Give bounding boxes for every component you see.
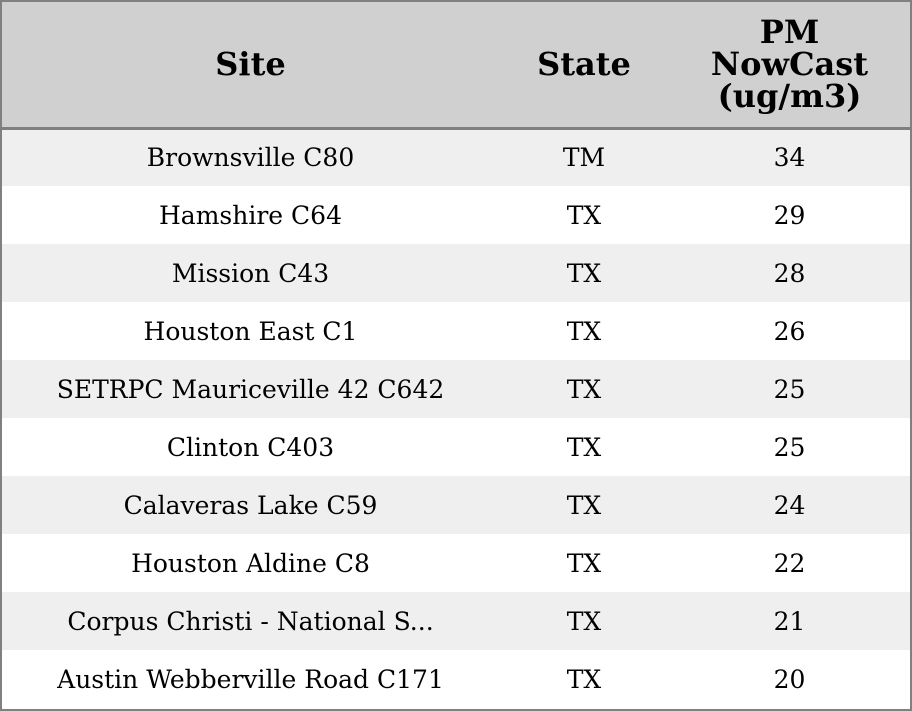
- cell-pm-nowcast: 25: [773, 374, 806, 404]
- cell-state: TX: [566, 664, 602, 694]
- cell-pm-nowcast: 29: [773, 200, 806, 230]
- table-body: Brownsville C80 TM 34 Hamshire C64 TX 29 Missi…: [2, 128, 910, 708]
- cell-site: Mission C43: [171, 258, 330, 288]
- table-row: Calaveras Lake C59 TX 24: [2, 476, 910, 534]
- cell-pm-nowcast: 24: [773, 490, 806, 520]
- cell-pm-nowcast: 22: [773, 548, 806, 578]
- header-site-text: Site: [215, 45, 286, 84]
- cell-site: Houston Aldine C8: [131, 548, 370, 578]
- cell-state: TX: [566, 374, 602, 404]
- table-row: SETRPC Mauriceville 42 C642 TX 25: [2, 360, 910, 418]
- table-row: Corpus Christi - National S... TX 21: [2, 592, 910, 650]
- cell-site: Clinton C403: [166, 432, 335, 462]
- header-pm-nowcast[interactable]: PM NowCast (ug/m3): [669, 2, 910, 130]
- table-row: Houston Aldine C8 TX 22: [2, 534, 910, 592]
- cell-state: TM: [562, 143, 606, 173]
- cell-state: TX: [566, 490, 602, 520]
- cell-site: Brownsville C80: [146, 143, 355, 173]
- cell-site: SETRPC Mauriceville 42 C642: [56, 374, 445, 404]
- cell-site: Hamshire C64: [159, 200, 342, 230]
- header-state-text: State: [537, 45, 631, 84]
- cell-pm-nowcast: 25: [773, 432, 806, 462]
- cell-state: TX: [566, 316, 602, 346]
- cell-site: Calaveras Lake C59: [123, 490, 378, 520]
- table-row: Houston East C1 TX 26: [2, 302, 910, 360]
- cell-site: Austin Webberville Road C171: [57, 664, 444, 694]
- cell-pm-nowcast: 21: [773, 606, 806, 636]
- cell-state: TX: [566, 548, 602, 578]
- cell-state: TX: [566, 606, 602, 636]
- table-row: Hamshire C64 TX 29: [2, 186, 910, 244]
- table-row: Austin Webberville Road C171 TX 20: [2, 650, 910, 708]
- table-header: Site State PM NowCast (ug/m3): [2, 2, 910, 130]
- cell-state: TX: [566, 258, 602, 288]
- header-row: Site State PM NowCast (ug/m3): [2, 2, 910, 130]
- cell-pm-nowcast: 20: [773, 664, 806, 694]
- header-site[interactable]: Site: [2, 2, 499, 130]
- cell-pm-nowcast: 28: [773, 258, 806, 288]
- cell-pm-nowcast: 26: [773, 316, 806, 346]
- cell-state: TX: [566, 200, 602, 230]
- table-row: Clinton C403 TX 25: [2, 418, 910, 476]
- header-pm-line-3: (ug/m3): [717, 77, 862, 116]
- header-pm-line-2: NowCast: [710, 45, 869, 84]
- cell-site: Corpus Christi - National S...: [67, 606, 434, 636]
- cell-state: TX: [566, 432, 602, 462]
- header-state[interactable]: State: [499, 2, 669, 130]
- cell-site: Houston East C1: [143, 316, 358, 346]
- header-pm-line-1: PM: [759, 13, 820, 52]
- cell-pm-nowcast: 34: [773, 143, 806, 173]
- table-row: Brownsville C80 TM 34: [2, 128, 910, 186]
- table-row: Mission C43 TX 28: [2, 244, 910, 302]
